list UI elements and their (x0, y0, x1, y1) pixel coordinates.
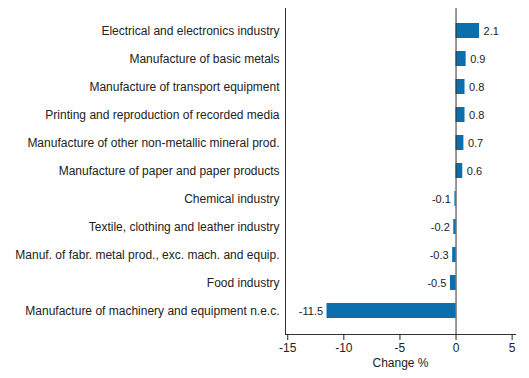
svg-text:0.9: 0.9 (470, 53, 485, 65)
svg-text:-0.2: -0.2 (431, 221, 450, 233)
svg-text:Change %: Change % (372, 356, 428, 370)
svg-text:Textile, clothing and leather: Textile, clothing and leather industry (89, 220, 280, 234)
svg-text:Manufacture of basic metals: Manufacture of basic metals (129, 52, 279, 66)
svg-text:Manufacture of transport equip: Manufacture of transport equipment (89, 80, 280, 94)
svg-text:-5: -5 (395, 341, 406, 355)
svg-text:-0.5: -0.5 (427, 277, 446, 289)
svg-text:5: 5 (509, 341, 516, 355)
svg-text:0.8: 0.8 (469, 81, 484, 93)
svg-text:-0.3: -0.3 (430, 249, 449, 261)
svg-text:0.8: 0.8 (469, 109, 484, 121)
svg-text:-10: -10 (335, 341, 353, 355)
svg-text:Manuf. of fabr. metal prod., e: Manuf. of fabr. metal prod., exc. mach. … (15, 248, 279, 262)
svg-text:Printing and reproduction of r: Printing and reproduction of recorded me… (45, 108, 279, 122)
svg-text:Chemical industry: Chemical industry (184, 192, 279, 206)
svg-text:0: 0 (453, 341, 460, 355)
svg-text:Manufacture of paper and paper: Manufacture of paper and paper products (59, 164, 280, 178)
svg-text:Food industry: Food industry (207, 276, 280, 290)
svg-text:2.1: 2.1 (484, 25, 499, 37)
svg-text:0.7: 0.7 (468, 137, 483, 149)
svg-text:Electrical and electronics ind: Electrical and electronics industry (101, 24, 279, 38)
svg-text:-15: -15 (279, 341, 297, 355)
svg-text:0.6: 0.6 (467, 165, 482, 177)
svg-text:-11.5: -11.5 (299, 305, 323, 317)
svg-text:Manufacture of other non-metal: Manufacture of other non-metallic minera… (27, 136, 279, 150)
svg-text:Manufacture of machinery and e: Manufacture of machinery and equipment n… (25, 304, 279, 318)
svg-text:-0.1: -0.1 (432, 193, 451, 205)
